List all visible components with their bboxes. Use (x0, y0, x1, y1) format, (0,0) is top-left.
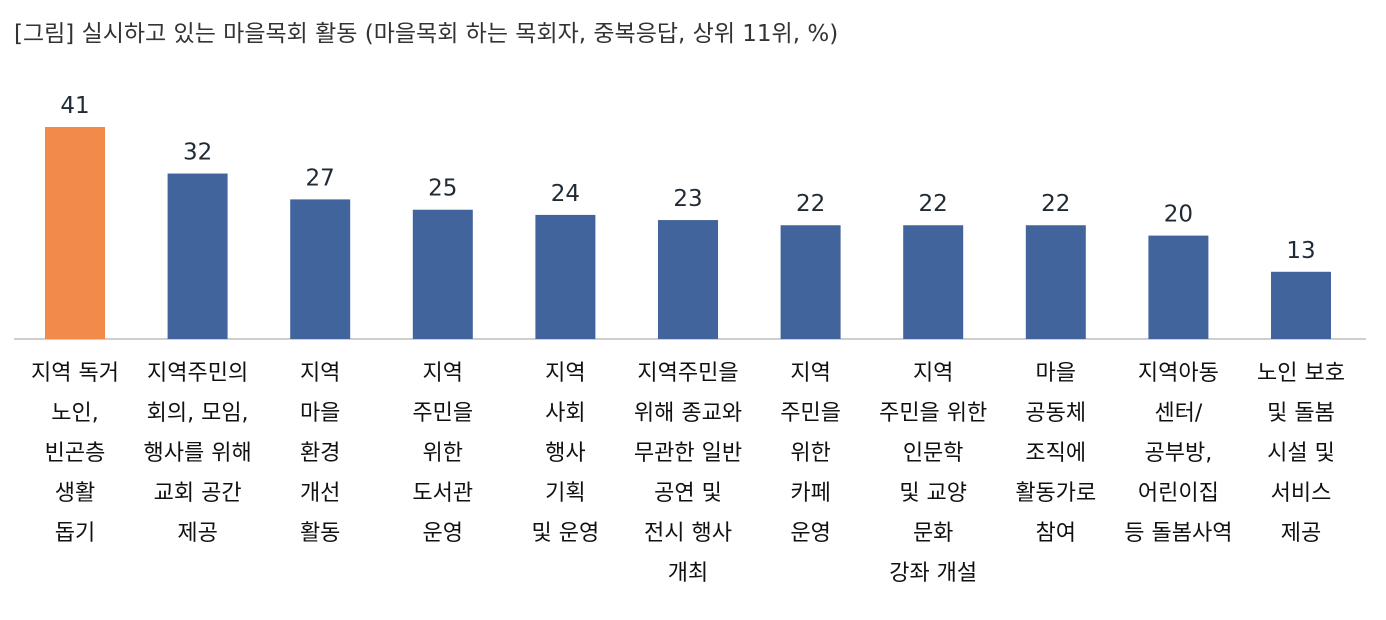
value-label-4: 24 (551, 181, 580, 207)
value-label-2: 27 (306, 165, 335, 191)
category-label-0: 지역 독거 노인, 빈곤층 생활 돕기 (31, 361, 119, 546)
category-label-8: 마을 공동체 조직에 활동가로 참여 (1015, 361, 1097, 546)
bar-7 (903, 225, 964, 339)
bar-2 (290, 199, 351, 339)
value-label-0: 41 (60, 93, 89, 119)
value-label-8: 22 (1041, 191, 1070, 217)
value-label-10: 13 (1286, 238, 1315, 264)
category-label-9: 지역아동 센터/ 공부방, 어린이집 등 돌봄사역 (1124, 361, 1233, 546)
bar-5 (658, 220, 718, 339)
value-label-7: 22 (919, 191, 948, 217)
category-label-1: 지역주민의 회의, 모임, 행사를 위해 교회 공간 제공 (143, 361, 252, 546)
bar-10 (1271, 271, 1331, 339)
value-label-6: 22 (796, 191, 825, 217)
bar-9 (1148, 235, 1209, 339)
value-label-1: 32 (183, 140, 212, 166)
category-label-4: 지역 사회 행사 기획 및 운영 (531, 361, 600, 546)
bar-4 (535, 214, 596, 339)
bar-3 (412, 209, 473, 339)
bar-0 (45, 127, 105, 339)
bar-6 (780, 225, 841, 339)
bar-8 (1025, 225, 1086, 339)
chart-title: [그림] 실시하고 있는 마을목회 활동 (마을목회 하는 목회자, 중복응답,… (14, 21, 839, 47)
category-label-2: 지역 마을 환경 개선 활동 (299, 361, 341, 546)
category-label-7: 지역 주민을 위한 인문학 및 교양 문화 강좌 개설 (879, 361, 988, 586)
value-label-9: 20 (1164, 202, 1193, 228)
category-label-10: 노인 보호 및 돌봄 시설 및 서비스 제공 (1257, 361, 1345, 546)
value-label-5: 23 (673, 186, 702, 212)
bar-1 (167, 173, 228, 339)
category-label-6: 지역 주민을 위한 카페 운영 (780, 361, 841, 546)
category-label-5: 지역주민을 위해 종교와 무관한 일반 공연 및 전시 행사 개최 (633, 361, 743, 586)
category-label-3: 지역 주민을 위한 도서관 운영 (412, 361, 474, 546)
value-label-3: 25 (428, 176, 457, 202)
